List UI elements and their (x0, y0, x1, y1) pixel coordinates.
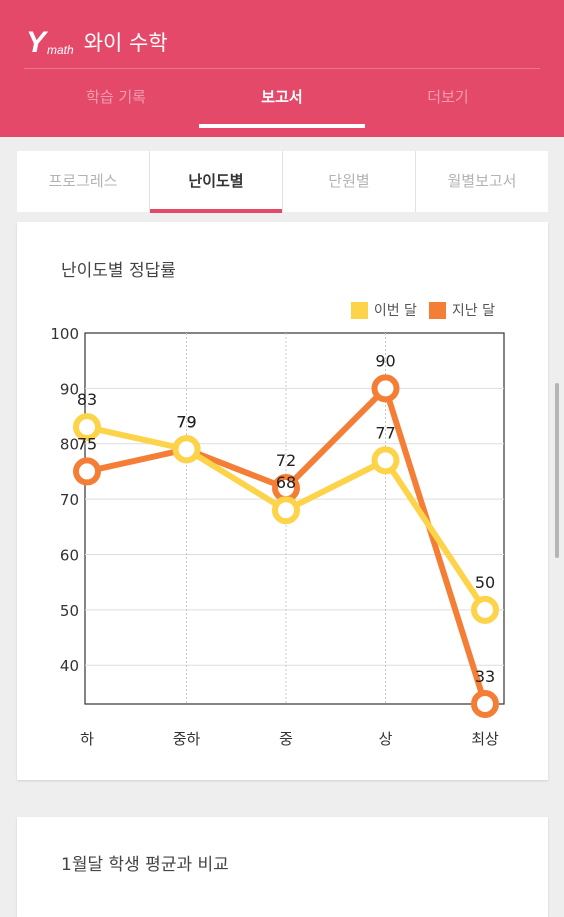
plot-frame (84, 332, 505, 705)
tab-study-record[interactable]: 학습 기록 (86, 88, 146, 106)
data-point (371, 446, 400, 475)
subtab-progress[interactable]: 프로그레스 (17, 151, 150, 212)
legend-label-this-month: 이번 달 (373, 303, 417, 319)
y-tick-label: 90 (60, 380, 79, 398)
legend-item-last-month: 지난 달 (428, 300, 495, 320)
y-tick-label: 70 (60, 491, 79, 509)
subtab-difficulty[interactable]: 난이도별 (150, 151, 283, 213)
data-label: 79 (176, 412, 196, 431)
difficulty-accuracy-card: 난이도별 정답률 이번 달 지난 달 40 50 60 70 80 90 100 하 중하 중 상 최… (17, 222, 548, 780)
data-label: 90 (375, 351, 395, 370)
legend-swatch-last-month (428, 301, 446, 319)
chart-legend: 이번 달 지난 달 (339, 300, 495, 320)
x-tick-label: 상 (379, 730, 393, 748)
legend-item-this-month: 이번 달 (350, 300, 417, 320)
data-point (73, 413, 101, 442)
report-subtabs: 프로그레스 난이도별 단원별 월별보고서 (17, 151, 548, 213)
y-tick-label: 100 (50, 325, 79, 343)
tab-report[interactable]: 보고서 (261, 88, 303, 106)
y-tick-label: 40 (60, 657, 79, 675)
brand: Y math 와이 수학 (26, 18, 168, 58)
app-title: 와이 수학 (83, 31, 168, 55)
header-divider (24, 68, 540, 69)
legend-swatch-this-month (350, 301, 368, 319)
y-tick-label: 60 (60, 546, 79, 564)
data-label: 50 (475, 573, 495, 592)
data-point (73, 457, 101, 486)
x-tick-label: 최상 (471, 730, 499, 748)
data-point (471, 595, 499, 624)
subtab-monthly-report[interactable]: 월별보고서 (447, 172, 517, 190)
app-logo: Y (26, 26, 47, 59)
y-tick-label: 80 (60, 436, 79, 454)
subtab-unit[interactable]: 단원별 (283, 151, 416, 212)
data-label: 79 (176, 412, 196, 431)
data-point (371, 374, 400, 403)
data-label: 75 (77, 434, 97, 453)
app-header: Y math 와이 수학 학습 기록 보고서 더보기 (0, 0, 564, 137)
data-point (471, 690, 499, 718)
x-tick-label: 중하 (173, 730, 201, 748)
comparison-card: 1월달 학생 평균과 비교 (17, 817, 548, 917)
tab-more[interactable]: 더보기 (427, 88, 469, 106)
active-tab-indicator (199, 124, 365, 128)
scrollbar[interactable] (555, 383, 559, 558)
data-point (272, 496, 300, 525)
comparison-card-title: 1월달 학생 평균과 비교 (61, 855, 229, 875)
x-tick-label: 중 (279, 730, 293, 748)
legend-label-last-month: 지난 달 (451, 303, 495, 319)
y-tick-label: 50 (60, 602, 79, 620)
data-point (172, 435, 201, 464)
card-title: 난이도별 정답률 (61, 261, 176, 281)
data-label: 72 (276, 451, 296, 470)
data-label: 68 (276, 473, 296, 492)
data-label: 33 (475, 667, 495, 686)
x-tick-label: 하 (80, 730, 94, 748)
data-label: 83 (77, 390, 97, 409)
data-label: 77 (375, 423, 395, 442)
app-logo-sub: math (47, 43, 74, 57)
